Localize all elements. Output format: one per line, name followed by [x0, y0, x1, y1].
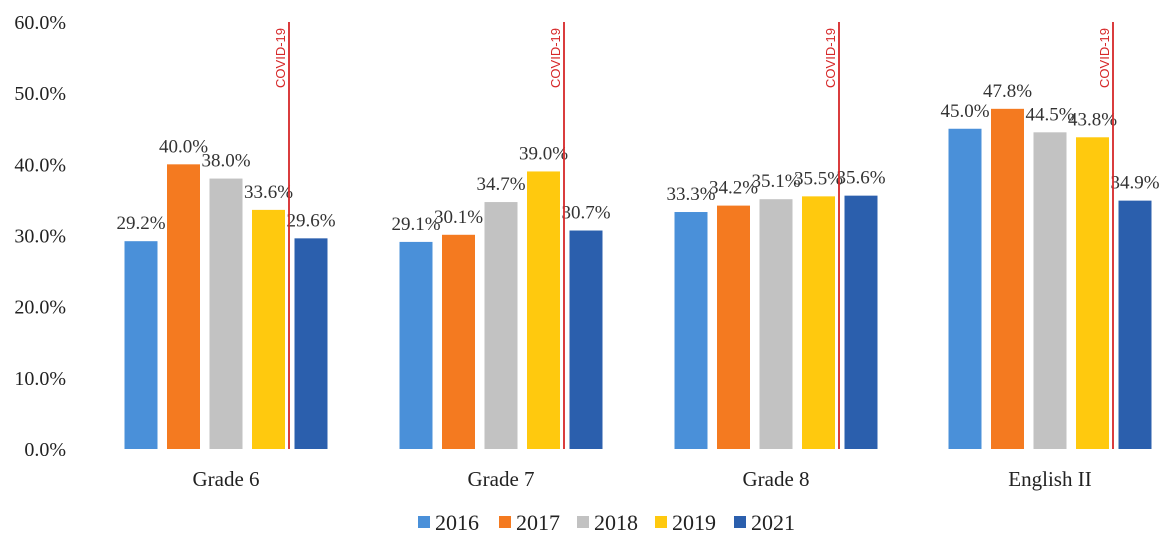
- legend-swatch-2019: [655, 516, 667, 528]
- data-label: 34.7%: [476, 174, 525, 195]
- bar-2017-1: [442, 234, 475, 449]
- data-label: 29.2%: [116, 213, 165, 234]
- legend-swatch-2018: [577, 516, 589, 528]
- legend-swatch-2017: [499, 516, 511, 528]
- bar-2021-2: [844, 195, 878, 449]
- data-label: 30.1%: [434, 207, 483, 228]
- covid-label: COVID-19: [548, 28, 563, 88]
- y-tick-label: 20.0%: [14, 297, 66, 319]
- x-tick-label: English II: [1008, 467, 1091, 491]
- data-label: 43.8%: [1068, 109, 1117, 130]
- legend-label: 2019: [672, 510, 716, 535]
- legend-label: 2018: [594, 510, 638, 535]
- covid-label: COVID-19: [273, 28, 288, 88]
- data-label: 44.5%: [1025, 104, 1074, 125]
- data-label: 30.7%: [561, 203, 610, 224]
- legend-label: 2017: [516, 510, 560, 535]
- data-label: 33.6%: [244, 182, 293, 203]
- legend-label: 2016: [435, 510, 479, 535]
- bar-2019-3: [1076, 137, 1109, 450]
- bar-2019-0: [252, 209, 285, 449]
- covid-label: COVID-19: [1097, 28, 1112, 88]
- legend-swatch-2016: [418, 516, 430, 528]
- y-tick-label: 0.0%: [24, 439, 66, 461]
- bar-2019-1: [527, 171, 560, 449]
- data-label: 38.0%: [201, 151, 250, 172]
- bar-2016-2: [674, 212, 708, 449]
- covid-label: COVID-19: [823, 28, 838, 88]
- y-tick-label: 30.0%: [14, 226, 66, 248]
- bar-2021-0: [294, 238, 328, 449]
- data-label: 45.0%: [940, 101, 989, 122]
- legend-swatch-2021: [734, 516, 746, 528]
- data-label: 35.1%: [751, 171, 800, 192]
- bar-2016-3: [948, 128, 982, 449]
- bar-2019-2: [802, 196, 835, 449]
- data-label: 29.6%: [286, 210, 335, 231]
- data-label: 39.0%: [519, 143, 568, 164]
- y-tick-label: 40.0%: [14, 154, 66, 176]
- data-label: 35.5%: [794, 168, 843, 189]
- data-label: 35.6%: [836, 168, 885, 189]
- y-tick-label: 10.0%: [14, 368, 66, 390]
- bar-2018-2: [759, 199, 793, 449]
- y-tick-label: 60.0%: [14, 12, 66, 34]
- bar-2017-0: [167, 164, 200, 450]
- y-tick-label: 50.0%: [14, 83, 66, 105]
- x-tick-label: Grade 6: [192, 467, 259, 491]
- data-label: 47.8%: [983, 81, 1032, 102]
- data-label: 34.9%: [1110, 173, 1159, 194]
- bar-2021-3: [1118, 200, 1152, 449]
- x-tick-label: Grade 7: [467, 467, 534, 491]
- data-label: 34.2%: [709, 178, 758, 199]
- bar-2018-3: [1033, 132, 1067, 449]
- bar-2017-3: [991, 108, 1024, 449]
- legend-label: 2021: [751, 510, 795, 535]
- data-label: 29.1%: [391, 214, 440, 235]
- bar-2016-0: [124, 241, 158, 449]
- x-tick-label: Grade 8: [742, 467, 809, 491]
- bar-2017-2: [717, 205, 750, 449]
- bar-2018-1: [484, 202, 518, 449]
- bar-2016-1: [399, 241, 433, 449]
- data-label: 33.3%: [666, 184, 715, 205]
- bar-2021-1: [569, 230, 603, 449]
- data-label: 40.0%: [159, 136, 208, 157]
- bar-2018-0: [209, 178, 243, 450]
